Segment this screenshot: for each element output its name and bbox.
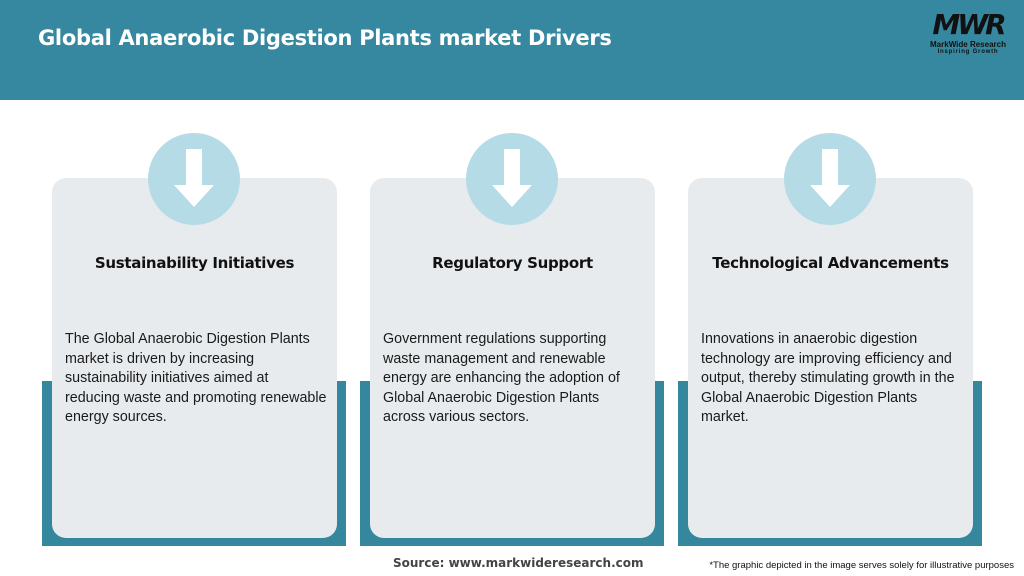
icon-circle — [148, 133, 240, 225]
logo: MWR MarkWide Research Inspiring Growth — [922, 10, 1014, 56]
arrow-down-icon — [492, 149, 532, 207]
logo-tagline: Inspiring Growth — [937, 49, 999, 55]
card-description: Government regulations supporting waste … — [383, 331, 620, 425]
driver-card: Regulatory Support Government regulation… — [370, 178, 655, 538]
card-title: Regulatory Support — [432, 254, 593, 272]
driver-card: Technological Advancements Innovations i… — [688, 178, 973, 538]
arrow-down-icon — [174, 149, 214, 207]
icon-circle — [466, 133, 558, 225]
driver-card: Sustainability Initiatives The Global An… — [52, 178, 337, 538]
card-title: Sustainability Initiatives — [94, 254, 295, 272]
header-banner: Global Anaerobic Digestion Plants market… — [0, 0, 1024, 100]
logo-name: MarkWide Research — [930, 40, 1006, 49]
icon-circle — [784, 133, 876, 225]
card-title: Technological Advancements — [712, 254, 949, 272]
logo-mark: MWR — [932, 8, 1006, 41]
source-text: Source: www.markwideresearch.com — [393, 556, 644, 570]
disclaimer-note: *The graphic depicted in the image serve… — [709, 560, 1014, 571]
card-description: Innovations in anaerobic digestion techn… — [701, 331, 955, 425]
card-description: The Global Anaerobic Digestion Plants ma… — [65, 331, 327, 425]
page-title: Global Anaerobic Digestion Plants market… — [38, 26, 612, 50]
arrow-down-icon — [810, 149, 850, 207]
